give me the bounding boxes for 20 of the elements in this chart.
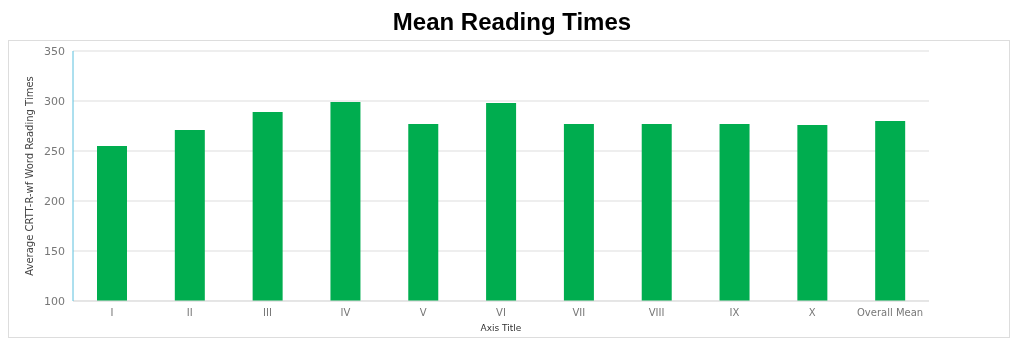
x-tick-label: I	[110, 307, 114, 319]
y-tick-label: 100	[44, 294, 65, 308]
y-tick-label: 250	[44, 144, 65, 158]
y-tick-label: 300	[44, 94, 65, 108]
x-tick-label: VII	[572, 307, 586, 319]
y-tick-label: 200	[44, 194, 65, 208]
x-tick-label: X	[808, 307, 816, 319]
y-tick-label: 150	[44, 244, 65, 258]
y-tick-label: 350	[44, 44, 65, 58]
x-tick-label: Overall Mean	[857, 307, 924, 319]
y-axis-title: Average CRTT-R-wf Word Reading Times	[23, 76, 35, 276]
x-axis-title: Axis Title	[480, 323, 522, 333]
x-tick-label: V	[419, 307, 427, 319]
x-tick-label: III	[263, 307, 272, 319]
x-tick-label: VIII	[648, 307, 665, 319]
chart-title: Mean Reading Times	[391, 8, 633, 37]
x-tick-label: VI	[496, 307, 506, 319]
x-tick-label: IX	[729, 307, 740, 319]
x-tick-label: IV	[340, 307, 351, 319]
x-tick-label: II	[186, 307, 193, 319]
